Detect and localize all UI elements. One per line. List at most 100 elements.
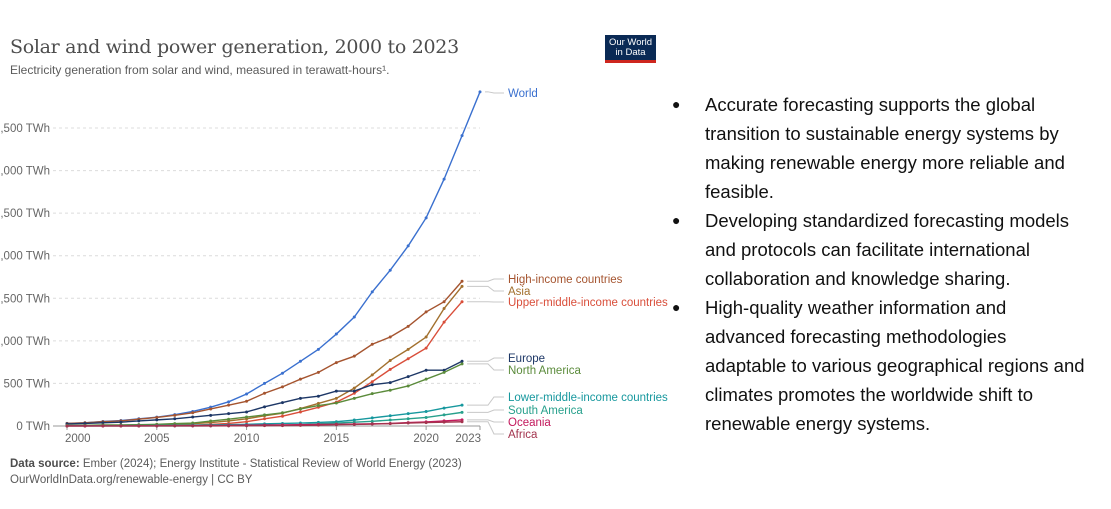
data-point	[334, 396, 338, 400]
data-point	[101, 424, 105, 428]
x-tick-label: 2020	[413, 433, 439, 445]
series-label: Africa	[508, 429, 538, 441]
series-label: Upper-middle-income countries	[508, 297, 668, 309]
data-point	[298, 410, 302, 414]
bullet-text-line: renewable energy systems.	[705, 413, 931, 434]
data-point	[227, 403, 231, 407]
data-point	[209, 424, 213, 428]
bullet-item: ● Developing standardized forecasting mod…	[668, 206, 1108, 293]
data-point	[442, 413, 446, 417]
y-tick-label: 500 TWh	[4, 378, 50, 390]
data-point	[370, 342, 374, 346]
data-point	[298, 359, 302, 363]
data-point	[370, 416, 374, 420]
data-point	[263, 405, 267, 409]
data-point	[388, 414, 392, 418]
data-point	[370, 290, 374, 294]
data-point	[298, 377, 302, 381]
y-tick-label: 1,000 TWh	[0, 336, 50, 348]
data-source-text: Ember (2024); Energy Institute - Statist…	[79, 458, 462, 470]
data-point	[424, 310, 428, 314]
data-point	[460, 403, 464, 407]
bullet-text-line: Developing standardized forecasting mode…	[705, 210, 1070, 231]
label-connector	[467, 419, 504, 423]
data-point	[155, 418, 159, 422]
data-point	[460, 284, 464, 288]
series-label: North America	[508, 365, 581, 377]
data-point	[460, 279, 464, 283]
data-point	[316, 394, 320, 398]
data-point	[406, 375, 410, 379]
data-point	[245, 392, 249, 396]
logo-line-1: Our World	[608, 37, 653, 48]
owid-logo[interactable]: Our World in Data	[605, 35, 656, 63]
data-point	[370, 422, 374, 426]
label-connector	[467, 363, 504, 371]
data-point	[173, 417, 177, 421]
data-point	[280, 371, 284, 375]
data-point	[227, 417, 231, 421]
data-point	[155, 415, 159, 419]
data-point	[352, 386, 356, 390]
data-point	[406, 384, 410, 388]
x-tick-label: 2015	[324, 433, 350, 445]
x-tick-label: 2023	[455, 433, 481, 445]
data-point	[334, 389, 338, 393]
bullet-text-line: Accurate forecasting supports the global	[705, 94, 1036, 115]
data-point	[388, 422, 392, 426]
data-point	[280, 414, 284, 418]
data-point	[406, 417, 410, 421]
data-point	[406, 421, 410, 425]
data-point	[263, 381, 267, 385]
y-tick-label: 0 TWh	[16, 421, 50, 433]
data-point	[442, 300, 446, 304]
data-point	[406, 357, 410, 361]
data-point	[352, 354, 356, 358]
data-point	[460, 134, 464, 138]
data-point	[280, 385, 284, 389]
data-point	[352, 389, 356, 393]
bullet-dot-icon: ●	[672, 299, 681, 315]
data-point	[137, 419, 141, 423]
x-tick-label: 2000	[65, 433, 91, 445]
y-tick-label: 3,500 TWh	[0, 123, 50, 135]
chart-subtitle: Electricity generation from solar and wi…	[10, 63, 390, 77]
data-point	[227, 412, 231, 416]
bullet-text-line: climates promotes the worldwide shift to	[705, 384, 1033, 405]
label-connector	[467, 357, 504, 362]
data-point	[424, 421, 428, 425]
data-point	[424, 335, 428, 339]
data-point	[280, 411, 284, 415]
data-point	[370, 392, 374, 396]
data-point	[263, 413, 267, 417]
data-point	[460, 410, 464, 414]
line-chart: 0 TWh 500 TWh 1,000 TWh 1,500 TWh 2,000 TWh 2…	[0, 88, 668, 445]
data-point	[334, 401, 338, 405]
data-point	[245, 420, 249, 424]
label-connector	[467, 278, 504, 282]
bullet-item: ● Accurate forecasting supports the globa…	[668, 90, 1108, 206]
data-point	[191, 421, 195, 425]
data-point	[370, 419, 374, 423]
bullet-text-line: feasible.	[705, 181, 774, 202]
data-point	[316, 404, 320, 408]
series-label: Oceania	[508, 417, 551, 429]
source-link[interactable]: OurWorldInData.org/renewable-energy | CC…	[10, 474, 253, 486]
data-point	[424, 216, 428, 220]
data-source: Data source: Ember (2024); Energy Instit…	[10, 456, 462, 472]
data-point	[442, 368, 446, 372]
logo-line-2: in Data	[615, 47, 646, 58]
data-point	[245, 415, 249, 419]
label-connector	[467, 409, 504, 413]
data-point	[370, 380, 374, 384]
series-label: Lower-middle-income countries	[508, 392, 668, 404]
data-point	[442, 320, 446, 324]
x-tick-label: 2010	[234, 433, 260, 445]
data-source-label: Data source:	[10, 458, 80, 470]
data-point	[352, 422, 356, 426]
data-point	[388, 388, 392, 392]
y-tick-label: 2,500 TWh	[0, 208, 50, 220]
data-point	[352, 315, 356, 319]
data-point	[388, 335, 392, 339]
data-point	[227, 400, 231, 404]
